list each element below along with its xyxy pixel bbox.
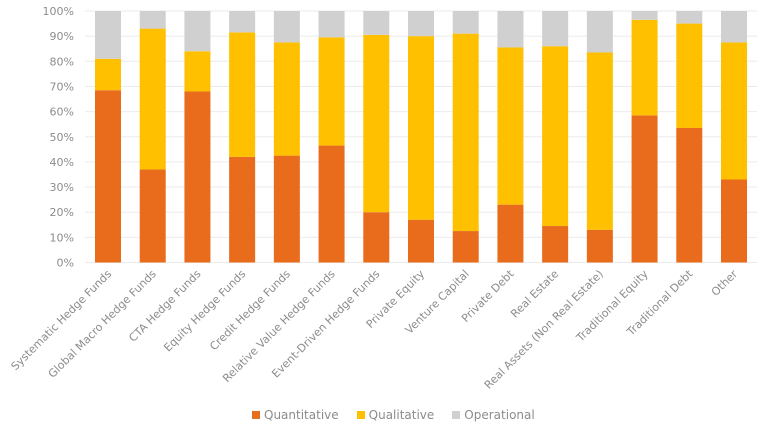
y-tick-label: 10% bbox=[50, 231, 74, 244]
bar-segment-qualitative[interactable] bbox=[497, 47, 524, 205]
bar-stack bbox=[229, 11, 256, 263]
legend: Quantitative Qualitative Operational bbox=[252, 408, 535, 422]
y-axis: 0% 10% 20% 30% 40% 50% 60% 70% 80% 90% 100% bbox=[43, 5, 74, 270]
bar-segment-qualitative[interactable] bbox=[408, 36, 434, 220]
y-tick-label: 100% bbox=[43, 5, 74, 18]
bar-segment-qualitative[interactable] bbox=[721, 42, 747, 180]
bar-stack bbox=[497, 11, 524, 263]
legend-swatch-qualitative bbox=[356, 411, 365, 419]
bar-stack bbox=[139, 11, 166, 263]
bar-stack bbox=[273, 11, 300, 263]
bar-segment-quantitative[interactable] bbox=[318, 145, 345, 263]
legend-swatch-quantitative bbox=[252, 411, 260, 419]
bar-segment-operational[interactable] bbox=[318, 11, 345, 38]
bar-segment-quantitative[interactable] bbox=[273, 155, 300, 263]
bar-segment-qualitative[interactable] bbox=[631, 19, 658, 116]
legend-label: Quantitative bbox=[264, 408, 339, 422]
bar-segment-operational[interactable] bbox=[184, 11, 211, 52]
x-tick-label: Equity Hedge Funds bbox=[161, 267, 248, 354]
y-tick-label: 50% bbox=[50, 131, 74, 144]
bar-segment-qualitative[interactable] bbox=[184, 51, 211, 92]
bar-segment-qualitative[interactable] bbox=[273, 42, 300, 156]
bar-segment-operational[interactable] bbox=[497, 11, 524, 48]
y-tick-label: 30% bbox=[50, 181, 74, 194]
bar-segment-operational[interactable] bbox=[408, 11, 434, 37]
bar-segment-quantitative[interactable] bbox=[721, 179, 747, 263]
bar-segment-qualitative[interactable] bbox=[676, 23, 703, 128]
bar-segment-quantitative[interactable] bbox=[497, 204, 524, 263]
legend-swatch-operational bbox=[452, 411, 461, 419]
x-tick-label: Other bbox=[709, 267, 741, 299]
legend-item-quantitative[interactable]: Quantitative bbox=[252, 408, 339, 422]
bar-segment-qualitative[interactable] bbox=[452, 33, 479, 232]
bar-segment-operational[interactable] bbox=[95, 11, 121, 59]
bar-stack bbox=[95, 11, 121, 263]
bar-segment-quantitative[interactable] bbox=[184, 91, 211, 263]
bar-segment-quantitative[interactable] bbox=[676, 127, 703, 263]
bar-stack bbox=[408, 11, 434, 263]
bars bbox=[95, 11, 747, 263]
bar-segment-qualitative[interactable] bbox=[95, 58, 121, 91]
y-tick-label: 90% bbox=[50, 30, 74, 43]
bar-segment-operational[interactable] bbox=[542, 11, 569, 47]
bar-segment-qualitative[interactable] bbox=[363, 34, 390, 213]
bar-segment-quantitative[interactable] bbox=[631, 115, 658, 263]
bar-segment-operational[interactable] bbox=[273, 11, 300, 43]
bar-segment-quantitative[interactable] bbox=[363, 212, 390, 263]
y-tick-label: 80% bbox=[50, 55, 74, 68]
bar-segment-operational[interactable] bbox=[676, 11, 703, 24]
y-tick-label: 20% bbox=[50, 206, 74, 219]
y-tick-label: 0% bbox=[57, 257, 74, 270]
bar-segment-quantitative[interactable] bbox=[542, 226, 569, 263]
bar-stack bbox=[542, 11, 569, 263]
legend-label: Qualitative bbox=[368, 408, 435, 422]
bar-segment-operational[interactable] bbox=[452, 11, 479, 34]
bar-stack bbox=[676, 11, 703, 263]
y-tick-label: 70% bbox=[50, 80, 74, 93]
bar-stack bbox=[184, 11, 211, 263]
bar-stack bbox=[363, 11, 390, 263]
legend-label: Operational bbox=[464, 408, 535, 422]
bar-stack bbox=[318, 11, 345, 263]
bar-segment-operational[interactable] bbox=[631, 11, 658, 20]
legend-item-operational[interactable]: Operational bbox=[452, 408, 535, 422]
bar-segment-quantitative[interactable] bbox=[139, 169, 166, 263]
bar-segment-qualitative[interactable] bbox=[542, 46, 569, 227]
bar-segment-quantitative[interactable] bbox=[408, 219, 434, 263]
bar-segment-quantitative[interactable] bbox=[452, 231, 479, 263]
bar-segment-operational[interactable] bbox=[363, 11, 390, 35]
bar-stack bbox=[586, 11, 613, 263]
bar-segment-operational[interactable] bbox=[586, 11, 613, 53]
bar-stack bbox=[452, 11, 479, 263]
bar-segment-qualitative[interactable] bbox=[229, 32, 256, 157]
legend-item-qualitative[interactable]: Qualitative bbox=[356, 408, 435, 422]
bar-segment-quantitative[interactable] bbox=[229, 156, 256, 263]
x-tick-label: Credit Hedge Funds bbox=[207, 267, 293, 353]
bar-segment-quantitative[interactable] bbox=[95, 90, 121, 263]
y-tick-label: 60% bbox=[50, 106, 74, 119]
bar-stack bbox=[721, 11, 747, 263]
bar-segment-operational[interactable] bbox=[721, 11, 747, 43]
bar-segment-operational[interactable] bbox=[139, 11, 166, 29]
bar-segment-qualitative[interactable] bbox=[318, 37, 345, 146]
bar-segment-qualitative[interactable] bbox=[139, 28, 166, 170]
y-tick-label: 40% bbox=[50, 156, 74, 169]
bar-stack bbox=[631, 11, 658, 263]
bar-segment-qualitative[interactable] bbox=[586, 52, 613, 230]
bar-segment-operational[interactable] bbox=[229, 11, 256, 33]
bar-segment-quantitative[interactable] bbox=[586, 229, 613, 263]
